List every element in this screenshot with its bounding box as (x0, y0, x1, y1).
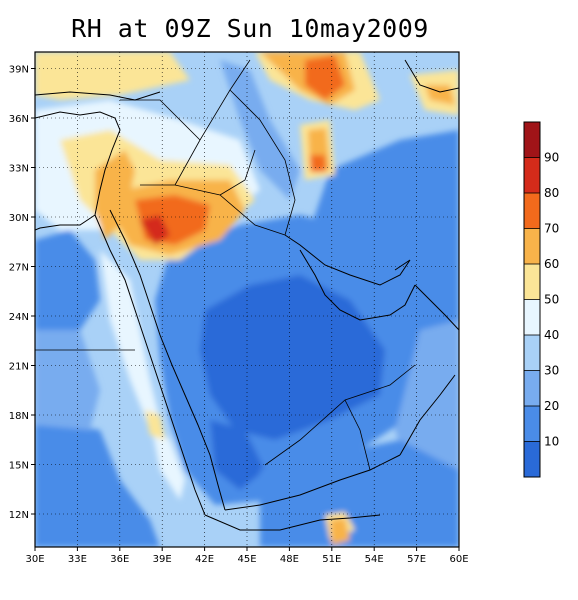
colorbar-swatch (524, 264, 540, 300)
y-tick-label: 21N (9, 362, 29, 373)
field-30-w (35, 330, 100, 430)
y-tick-label: 24N (9, 312, 29, 323)
colorbar-label: 70 (544, 222, 559, 236)
coastlines (35, 59, 459, 531)
y-tick-label: 27N (9, 263, 29, 274)
coast-aden-south (204, 514, 381, 531)
coast-oman (414, 284, 459, 331)
y-axis: 39N 36N 33N 30N 27N 24N 21N 18N 15N 12N (9, 65, 35, 521)
coast-gulf-north (284, 234, 411, 286)
coast-med (35, 111, 121, 231)
field-20-east (310, 130, 459, 350)
y-tick-label: 12N (9, 510, 29, 521)
x-tick-label: 51E (322, 554, 341, 565)
x-tick-label: 33E (68, 554, 87, 565)
y-tick-label: 18N (9, 411, 29, 422)
colorbar-swatch (524, 406, 540, 442)
coast-caspian (404, 59, 459, 93)
x-tick-label: 54E (365, 554, 384, 565)
coast-turkey-south (35, 91, 161, 101)
field-20-south (260, 440, 459, 547)
colorbar-swatch (524, 157, 540, 193)
colorbar-swatch (524, 370, 540, 406)
field-40-yemen (150, 420, 185, 500)
colorbar-label: 30 (544, 364, 559, 378)
field-80-iran (305, 55, 345, 100)
x-tick-label: 30E (25, 554, 44, 565)
field-70-sgulf (330, 518, 350, 545)
colorbar-swatch (524, 299, 540, 335)
colorbar-label: 20 (544, 399, 559, 413)
colorbar-label: 50 (544, 293, 559, 307)
colorbar-swatch (524, 335, 540, 371)
coast-gulf-south (299, 249, 416, 321)
y-tick-label: 33N (9, 164, 29, 175)
humidity-field (35, 52, 459, 547)
graticule (35, 52, 459, 547)
x-tick-label: 48E (280, 554, 299, 565)
coast-redsea-east (109, 209, 226, 511)
colorbar-swatch (524, 122, 540, 158)
x-axis: 30E 33E 36E 39E 42E 45E 48E 51E 54E 57E 60E (25, 547, 469, 565)
field-90-jordan (140, 215, 170, 245)
colorbar-label: 40 (544, 328, 559, 342)
coast-arabia-se (399, 374, 456, 456)
field-30-zagros (220, 60, 300, 200)
field-10-west (210, 420, 265, 490)
x-tick-label: 60E (449, 554, 468, 565)
colorbar-label: 10 (544, 435, 559, 449)
field-80-spot (310, 155, 326, 172)
colorbar-label: 80 (544, 186, 559, 200)
colorbar-label: 90 (544, 151, 559, 165)
x-tick-label: 39E (153, 554, 172, 565)
y-tick-label: 15N (9, 461, 29, 472)
colorbar-swatch (524, 193, 540, 229)
coast-redsea-west (94, 214, 206, 516)
colorbar: 10 20 30 40 50 60 70 80 90 (523, 121, 559, 478)
x-tick-label: 45E (237, 554, 256, 565)
x-tick-label: 42E (195, 554, 214, 565)
x-tick-label: 57E (407, 554, 426, 565)
x-tick-label: 36E (110, 554, 129, 565)
field-20-w (35, 230, 100, 340)
y-tick-label: 39N (9, 65, 29, 76)
field-10-core (200, 275, 385, 440)
colorbar-swatch (524, 441, 540, 477)
field-40-redsea (100, 250, 160, 430)
y-tick-label: 30N (9, 213, 29, 224)
colorbar-swatch (524, 228, 540, 264)
coast-aden-north (224, 454, 401, 511)
map-title: RH at 09Z Sun 10may2009 (71, 14, 429, 43)
country-borders (35, 59, 416, 471)
y-tick-label: 36N (9, 114, 29, 125)
field-20-sw (35, 420, 160, 547)
field-60-nw (35, 52, 190, 100)
colorbar-label: 60 (544, 257, 559, 271)
field-60-yemen (145, 410, 165, 440)
